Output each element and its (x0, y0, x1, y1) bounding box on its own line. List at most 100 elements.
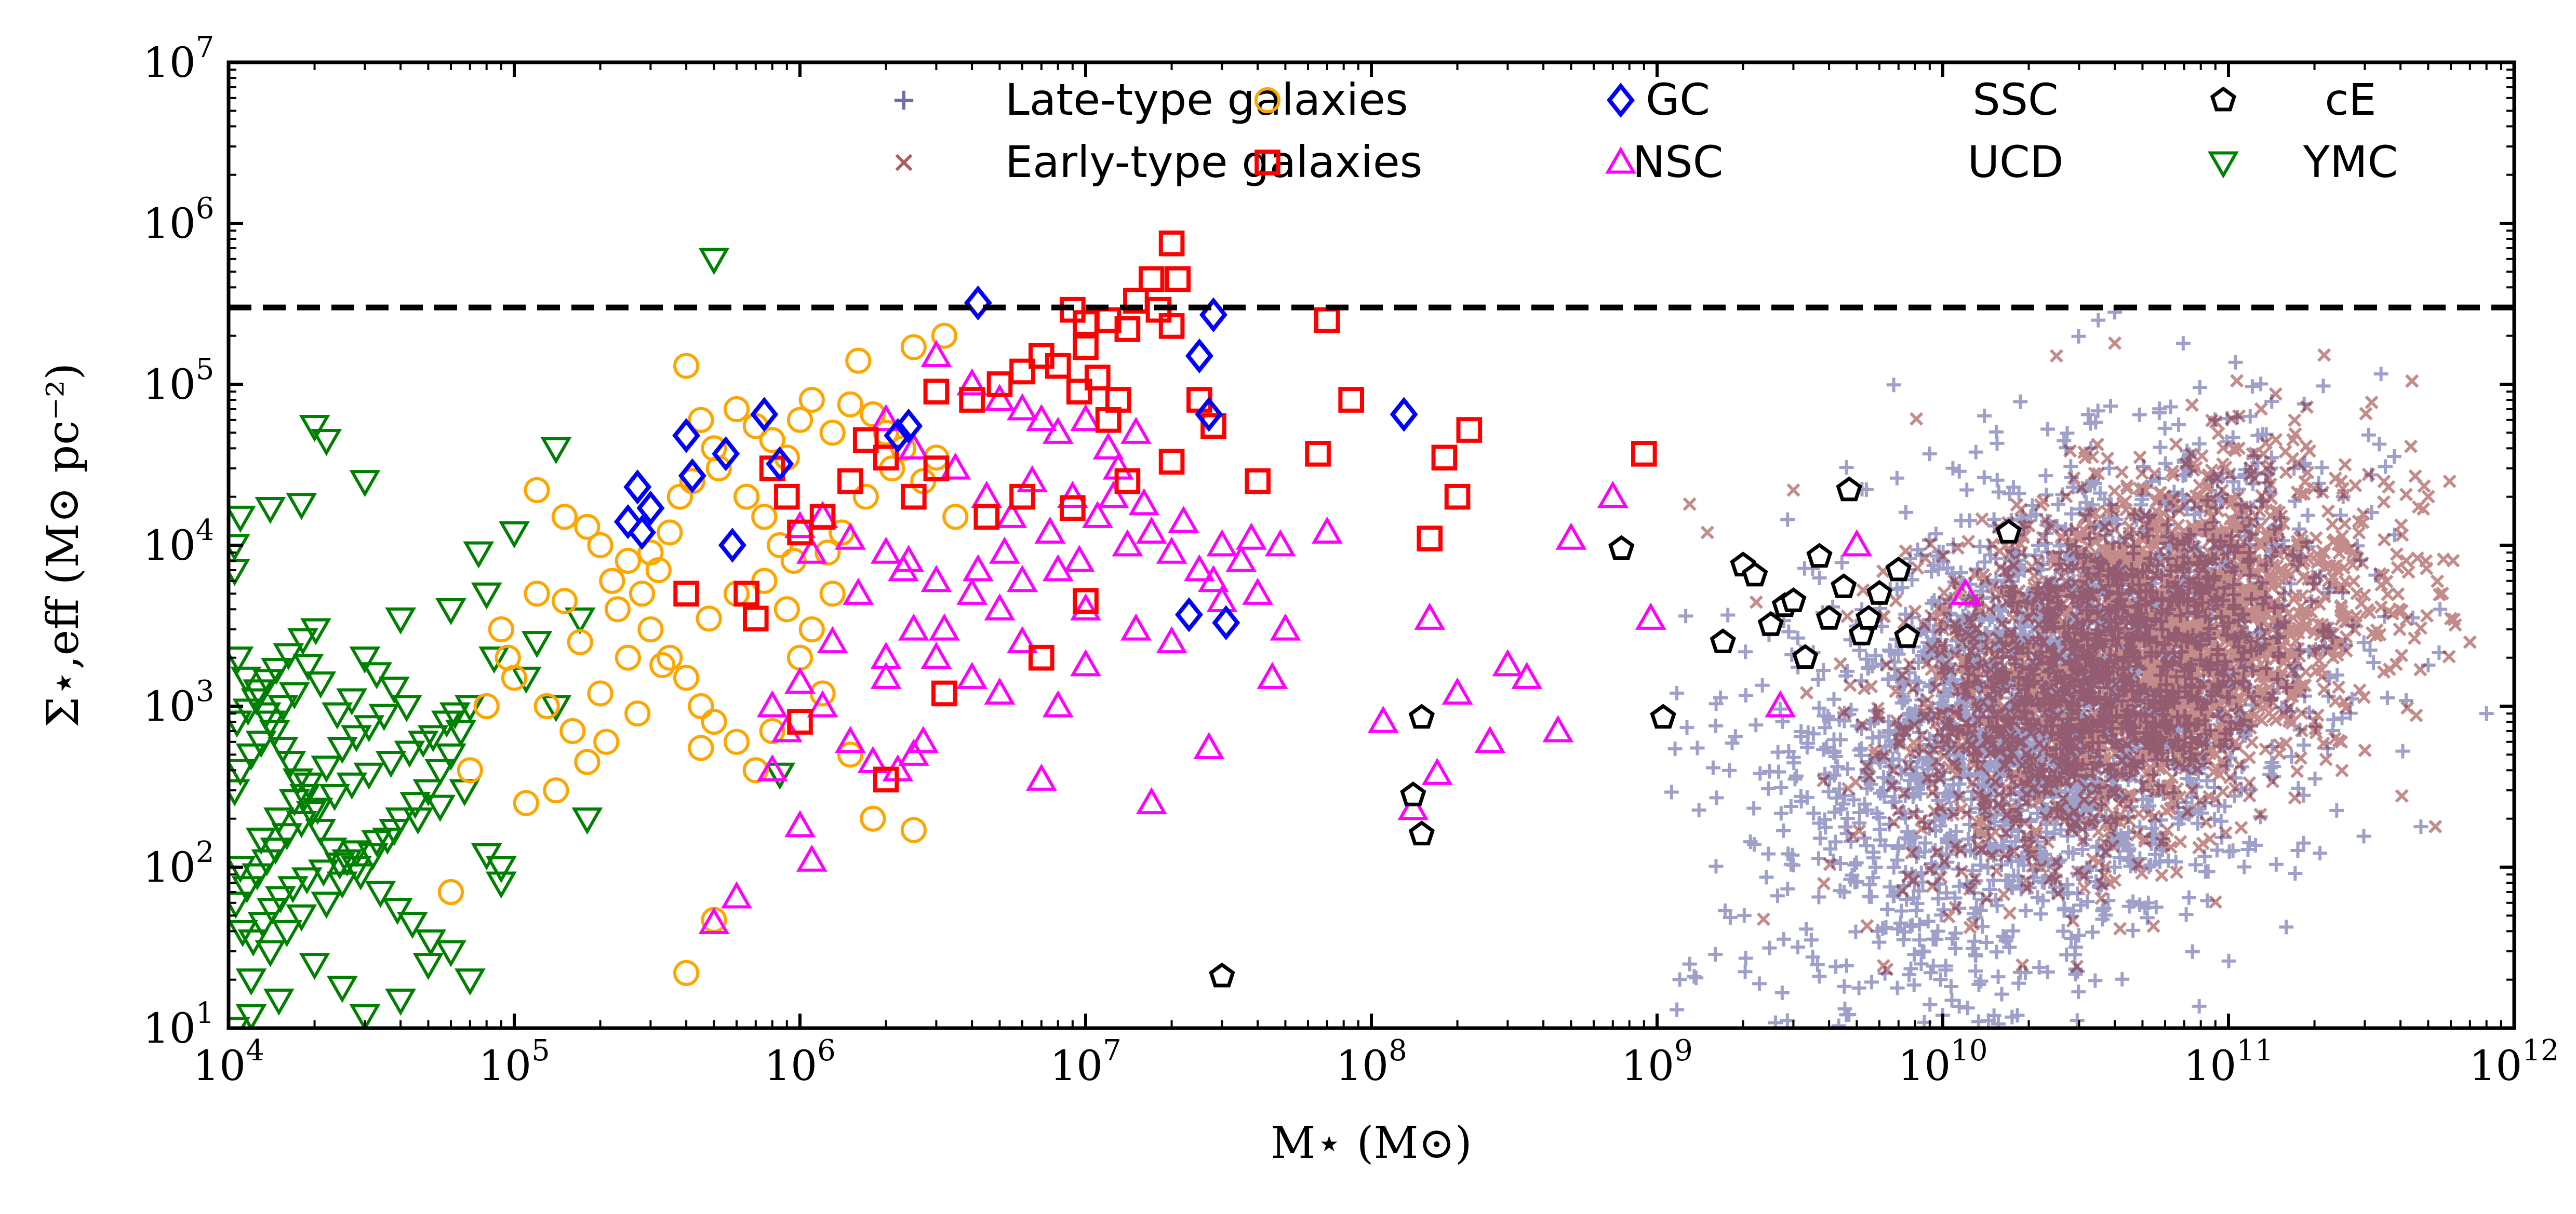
galaxy-point (1990, 898, 2005, 913)
galaxy-point (2192, 380, 2207, 395)
galaxy-point (2171, 417, 2186, 432)
galaxy-point (1939, 885, 1954, 900)
galaxy-point (1867, 743, 1882, 757)
galaxy-point (2095, 912, 2110, 927)
galaxy-point (2065, 480, 2080, 495)
galaxy-point (2028, 824, 2043, 838)
galaxy-point (2385, 607, 2399, 621)
galaxy-point (1897, 806, 1912, 821)
galaxy-point (2132, 733, 2146, 747)
galaxy-point (2234, 820, 2248, 835)
galaxy-point (2216, 785, 2230, 799)
galaxy-point (1817, 708, 1832, 723)
galaxy-point (1833, 856, 1848, 871)
galaxy-point (2227, 788, 2242, 803)
galaxy-point (1998, 759, 2012, 773)
galaxy-point (1830, 759, 1845, 774)
galaxy-point (1753, 766, 1768, 781)
galaxy-point (2071, 329, 2086, 344)
galaxy-point (2016, 758, 2030, 772)
galaxy-point (1786, 756, 1801, 771)
galaxy-point (2002, 940, 2017, 955)
galaxy-point (2233, 758, 2247, 772)
galaxy-point (2014, 503, 2028, 517)
galaxy-point (1926, 558, 1941, 573)
galaxy-point (2033, 907, 2048, 922)
galaxy-point (2116, 544, 2130, 558)
galaxy-point (2126, 894, 2141, 909)
galaxy-point (1914, 956, 1929, 972)
galaxy-point (2088, 506, 2102, 520)
galaxy-point (2150, 495, 2164, 509)
galaxy-point (1880, 902, 1895, 917)
galaxy-point (2132, 897, 2147, 912)
galaxy-point (1896, 884, 1910, 898)
galaxy-point (2138, 900, 2153, 915)
galaxy-point (1941, 789, 1956, 804)
galaxy-point (2290, 534, 2304, 548)
galaxy-point (1890, 853, 1905, 868)
galaxy-point (1865, 870, 1880, 885)
galaxy-point (2082, 658, 2096, 672)
galaxy-point (2290, 764, 2304, 778)
galaxy-point (2226, 516, 2240, 531)
galaxy-point (1894, 580, 1910, 595)
galaxy-point (2140, 910, 2155, 925)
galaxy-point (1865, 731, 1880, 746)
galaxy-point (1687, 969, 1702, 984)
galaxy-point (2155, 658, 2170, 672)
galaxy-point (2205, 463, 2219, 477)
galaxy-point (2040, 422, 2056, 437)
galaxy-point (1988, 590, 2003, 604)
galaxy-point (1945, 931, 1960, 946)
galaxy-point (2231, 739, 2245, 753)
galaxy-point (1672, 972, 1687, 987)
galaxy-point (2144, 763, 2159, 777)
galaxy-point (2005, 1009, 2020, 1024)
galaxy-point (2330, 563, 2344, 577)
galaxy-point (2193, 794, 2207, 808)
galaxy-point (2356, 829, 2371, 844)
galaxy-point (1979, 804, 1993, 818)
galaxy-point (1883, 644, 1898, 659)
galaxy-point (1904, 918, 1919, 933)
galaxy-point (2107, 484, 2121, 498)
galaxy-point (1907, 718, 1921, 732)
galaxy-point (2066, 661, 2081, 676)
galaxy-point (1810, 957, 1825, 973)
galaxy-point (1833, 732, 1848, 747)
plot-area (229, 230, 2514, 1028)
galaxy-point (2279, 465, 2293, 479)
galaxy-point (2070, 886, 2085, 901)
galaxy-point (2129, 652, 2143, 666)
galaxy-point (1973, 604, 1987, 618)
galaxy-point (2043, 871, 2057, 886)
galaxy-point (1990, 436, 2005, 451)
galaxy-point (2123, 526, 2137, 540)
galaxy-point (2050, 497, 2065, 512)
galaxy-point (1917, 844, 1932, 859)
galaxy-point (1678, 609, 1693, 624)
galaxy-point (1705, 760, 1720, 775)
galaxy-point (1996, 928, 2011, 943)
galaxy-point (1961, 770, 1977, 785)
galaxy-point (2010, 1008, 2025, 1023)
galaxy-point (2245, 379, 2260, 394)
galaxy-point (2076, 833, 2090, 847)
galaxy-point (2225, 412, 2239, 426)
galaxy-point (2307, 626, 2321, 640)
galaxy-point (2129, 828, 2143, 842)
galaxy-point (1827, 805, 1842, 820)
galaxy-point (1991, 969, 2006, 984)
galaxy-point (1995, 670, 2009, 684)
galaxy-point (2401, 565, 2415, 579)
galaxy-point (2121, 738, 2135, 752)
galaxy-point (2031, 554, 2045, 568)
galaxy-point (2203, 546, 2217, 560)
galaxy-point (1968, 566, 1982, 581)
galaxy-point (2399, 488, 2413, 502)
galaxy-point (2236, 726, 2251, 741)
galaxy-point (1927, 804, 1941, 818)
galaxy-point (2188, 539, 2202, 554)
